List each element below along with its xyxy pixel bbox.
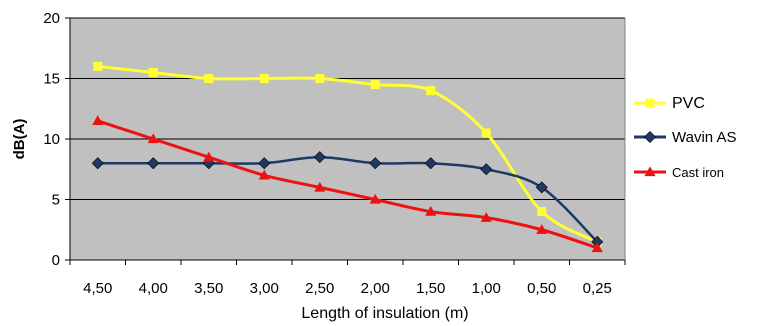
- axes: [65, 17, 626, 265]
- data-point-triangle: [591, 242, 603, 253]
- y-tick-label: 15: [43, 71, 60, 88]
- y-tick-label: 5: [52, 192, 60, 209]
- legend-label: Wavin AS: [672, 129, 736, 146]
- data-point-square: [426, 86, 436, 96]
- x-tick-label: 4,50: [83, 280, 112, 297]
- x-tick-label: 1,00: [472, 280, 501, 297]
- data-point-diamond: [480, 163, 493, 176]
- x-tick-label: 3,00: [250, 280, 279, 297]
- data-point-square: [148, 67, 158, 77]
- data-point-triangle: [480, 212, 492, 222]
- series-wavin-as: [91, 151, 604, 248]
- data-point-diamond: [91, 157, 104, 170]
- data-point-triangle: [369, 193, 381, 204]
- y-axis-title: dB(A): [11, 119, 28, 160]
- data-point-triangle: [644, 166, 656, 177]
- x-tick-label: 2,50: [305, 280, 334, 297]
- y-tick-label: 0: [52, 252, 60, 269]
- series-layer: [91, 61, 604, 253]
- data-point-diamond: [643, 130, 657, 144]
- data-point-triangle: [203, 151, 215, 162]
- legend-label: Cast iron: [672, 165, 724, 180]
- legend-label: PVC: [672, 95, 705, 112]
- data-point-diamond: [424, 157, 437, 170]
- data-point-square: [370, 80, 380, 90]
- data-point-triangle: [536, 224, 548, 234]
- data-point-triangle: [92, 115, 104, 126]
- x-tick-label: 0,25: [583, 280, 612, 297]
- legend: PVC Wavin AS Cast iron: [634, 95, 736, 180]
- x-tick-label: 0,50: [527, 280, 556, 297]
- y-tick-label: 20: [43, 10, 60, 27]
- data-point-square: [204, 74, 214, 83]
- x-tick-label: 4,00: [139, 280, 168, 297]
- series-cast-iron: [92, 115, 603, 253]
- data-point-triangle: [314, 181, 326, 192]
- data-point-square: [93, 61, 103, 71]
- x-axis-title: Length of insulation (m): [301, 305, 468, 322]
- data-point-triangle: [147, 133, 159, 144]
- data-point-square: [481, 128, 491, 138]
- series-line: [97, 119, 598, 250]
- data-point-diamond: [147, 157, 160, 170]
- data-point-diamond: [369, 157, 382, 170]
- series-line: [97, 64, 598, 244]
- data-point-triangle: [425, 206, 437, 216]
- series-line: [97, 155, 599, 243]
- x-tick-label: 1,50: [416, 280, 445, 297]
- data-point-square: [315, 74, 325, 83]
- x-tick-label: 2,00: [361, 280, 390, 297]
- tick-labels: 0 5 10 15 20 4,50 4,00 3,50 3,00 2,50 2,00 1,50 1,00…: [43, 10, 612, 297]
- legend-item: Wavin AS: [634, 129, 736, 146]
- y-tick-label: 10: [43, 131, 60, 148]
- data-point-square: [259, 74, 269, 83]
- x-tick-label: 3,50: [194, 280, 223, 297]
- legend-item: Cast iron: [634, 165, 724, 180]
- data-point-square: [537, 207, 547, 217]
- data-point-diamond: [258, 157, 271, 170]
- data-point-triangle: [258, 169, 270, 180]
- data-point-diamond: [535, 181, 548, 194]
- data-point-square: [645, 98, 655, 108]
- data-point-diamond: [313, 151, 326, 164]
- legend-item: PVC: [634, 95, 705, 112]
